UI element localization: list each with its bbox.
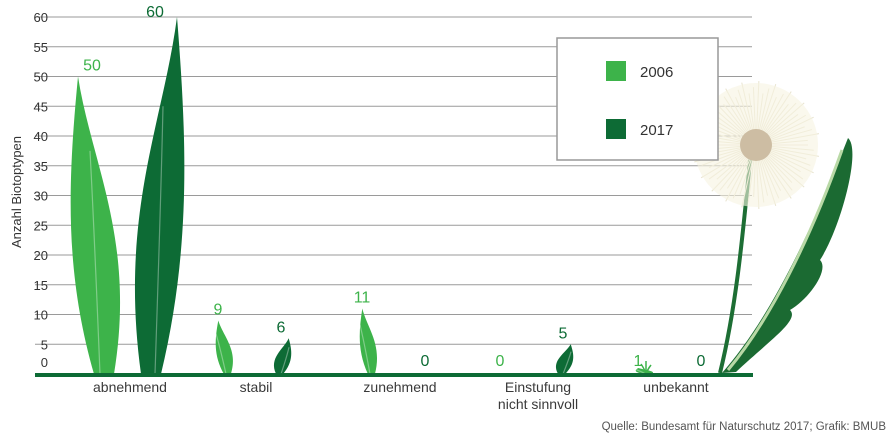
y-tick-label: 35 (34, 159, 48, 174)
source-note: Quelle: Bundesamt für Naturschutz 2017; … (602, 421, 887, 433)
category-label: abnehmend (93, 379, 167, 395)
value-label-2006-0: 50 (83, 58, 101, 75)
bar-2006-0 (70, 76, 121, 374)
value-label-2006-1: 9 (214, 301, 223, 318)
y-tick-label: 50 (34, 70, 48, 85)
value-label-2006-3: 0 (496, 353, 505, 370)
bar-highlight (562, 351, 572, 375)
legend-label-2006: 2006 (640, 64, 673, 81)
legend-swatch-2006 (606, 61, 626, 81)
dandelion-center (740, 129, 772, 161)
y-tick-label: 45 (34, 99, 48, 114)
y-tick-label: 55 (34, 40, 48, 55)
y-tick-label: 20 (34, 248, 48, 263)
value-label-2017-0: 60 (146, 4, 164, 21)
bar-2006-2 (359, 308, 378, 374)
bar-2017-1 (273, 338, 292, 374)
value-label-2017-3: 5 (559, 325, 568, 342)
bar-highlight (359, 324, 371, 375)
bar-2017-3 (555, 344, 574, 374)
value-label-2017-1: 6 (277, 319, 286, 336)
dandelion-leaf-rib (726, 149, 844, 371)
bar-highlight (215, 333, 227, 375)
bar-highlight (280, 347, 290, 375)
bar-highlight (154, 106, 164, 375)
value-label-2006-2: 11 (354, 290, 371, 307)
value-label-2017-2: 0 (421, 353, 430, 370)
category-label: unbekannt (643, 379, 709, 395)
category-label: zunehmend (363, 379, 436, 395)
y-tick-label: 0 (41, 355, 48, 370)
y-tick-label: 10 (34, 308, 48, 323)
y-tick-label: 30 (34, 189, 48, 204)
value-label-2017-4: 0 (697, 353, 706, 370)
bar-highlight (89, 150, 101, 375)
value-label-2006-4: 1 (634, 353, 643, 370)
y-tick-label: 15 (34, 278, 48, 293)
legend-box (556, 37, 719, 161)
y-axis-label: Anzahl Biotoptypen (9, 136, 24, 248)
y-tick-label: 25 (34, 218, 48, 233)
category-label: stabil (240, 379, 273, 395)
bar-2017-0 (134, 17, 185, 374)
category-label: Einstufung (505, 379, 571, 395)
legend-label-2017: 2017 (640, 122, 673, 139)
y-tick-labels: 0 5 10 15 20 25 30 35 40 45 50 55 60 (34, 10, 48, 370)
legend-swatch-2017 (606, 119, 626, 139)
bar-2006-1 (215, 320, 234, 374)
y-tick-label: 5 (41, 337, 48, 352)
category-labels: abnehmend stabil zunehmend Einstufungnicht … (93, 379, 709, 412)
dandelion-illustration (692, 81, 853, 374)
category-label: nicht sinnvoll (498, 396, 578, 412)
y-tick-label: 40 (34, 129, 48, 144)
y-tick-label: 60 (34, 10, 48, 25)
legend: 2006 2017 (556, 37, 719, 161)
x-axis-baseline (35, 373, 753, 377)
